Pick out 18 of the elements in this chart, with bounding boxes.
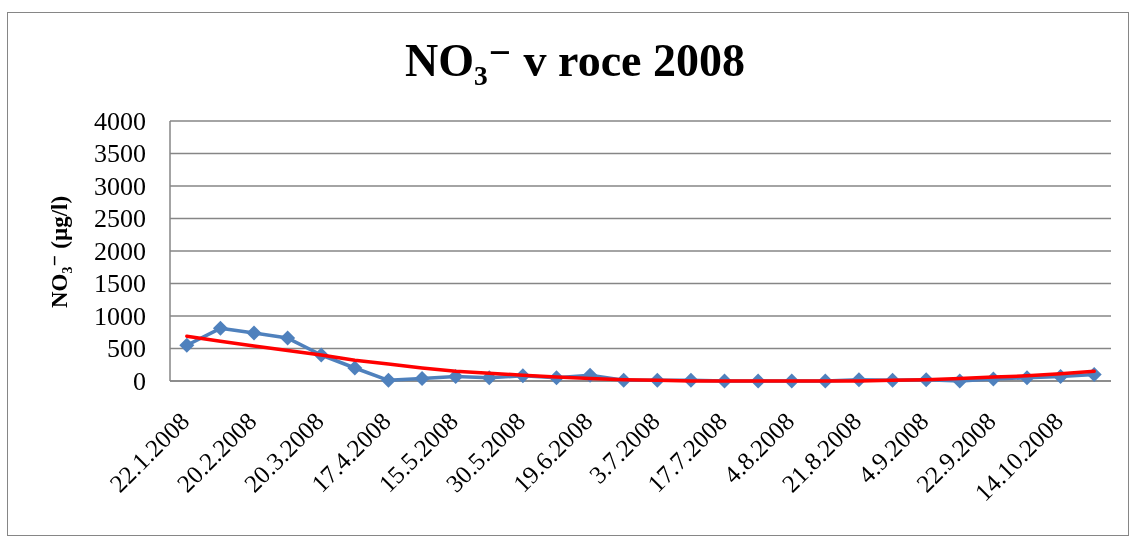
y-tick-label: 2000 bbox=[94, 236, 146, 266]
y-tick-label: 4000 bbox=[94, 106, 146, 136]
point bbox=[414, 370, 430, 386]
y-tick-label: 0 bbox=[133, 366, 146, 396]
point bbox=[212, 320, 228, 336]
y-tick-label: 1500 bbox=[94, 269, 146, 298]
chart-title: NO₃⁻ v roce 2008 bbox=[405, 35, 745, 86]
y-axis-title: NO₃⁻ (µg/l) bbox=[47, 195, 72, 309]
y-tick-label: 3500 bbox=[94, 139, 146, 168]
point bbox=[347, 360, 363, 376]
y-tick-label: 2500 bbox=[94, 204, 146, 233]
y-tick-label: 1000 bbox=[94, 301, 146, 331]
y-tick-label: 3000 bbox=[94, 171, 146, 201]
point bbox=[246, 325, 262, 341]
y-tick-label: 500 bbox=[107, 334, 146, 363]
point bbox=[179, 337, 195, 353]
point bbox=[380, 372, 396, 388]
point bbox=[280, 330, 296, 346]
